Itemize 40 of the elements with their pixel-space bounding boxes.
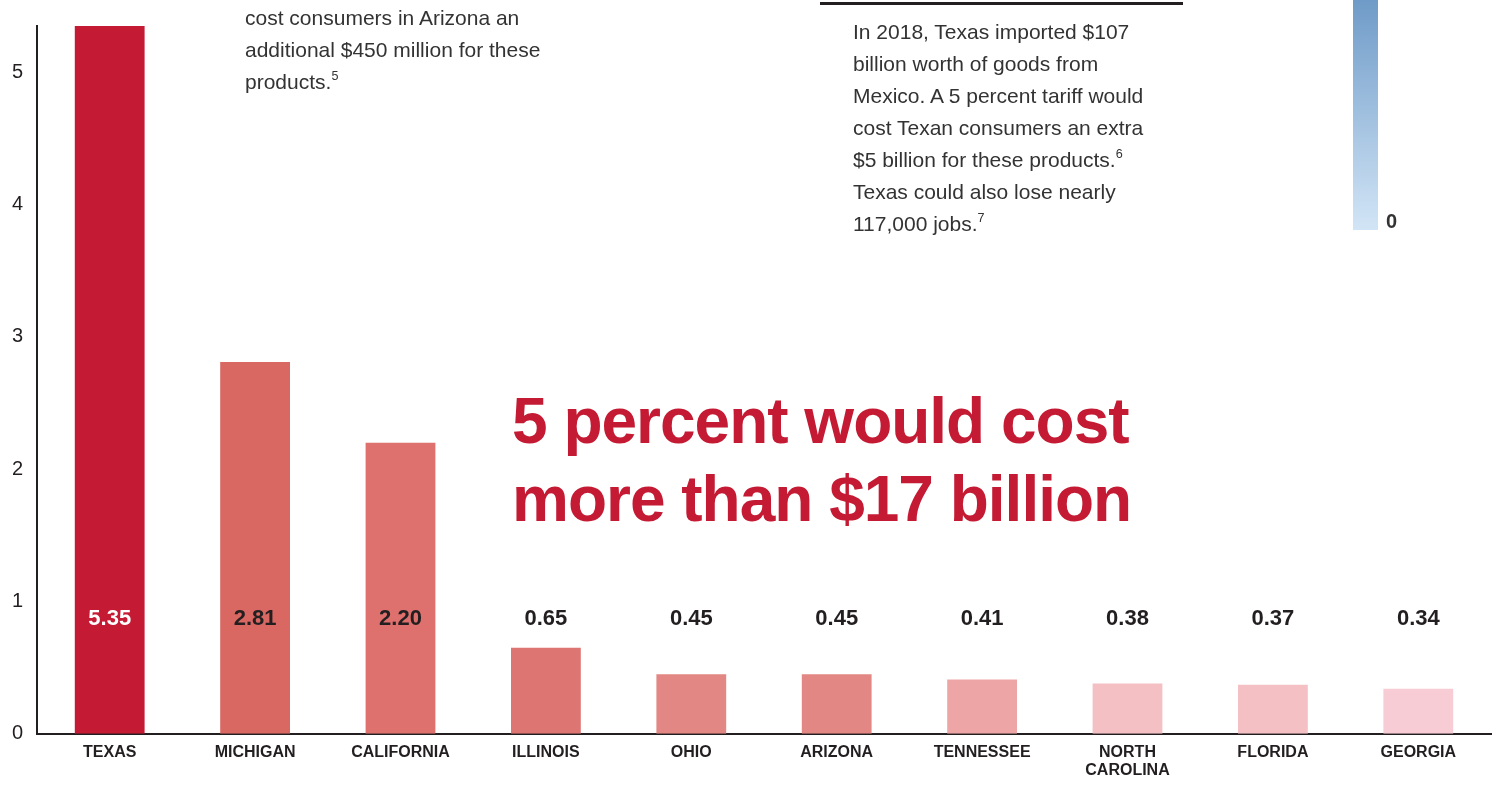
- data-label: 0.41: [960, 604, 1004, 630]
- y-tick-label: 4: [11, 192, 23, 215]
- data-label: 0.45: [669, 604, 713, 630]
- annotation: cost consumers in Arizona an additional $450 million for these products.$^{5}$: [245, 5, 542, 95]
- x-tick-label: MICHIGAN: [214, 743, 296, 761]
- bar: [656, 674, 727, 734]
- data-label: 0.45: [815, 604, 859, 630]
- x-tick-label: ARIZONA: [800, 743, 874, 761]
- bar: [1092, 683, 1163, 734]
- data-label: 0.65: [524, 604, 568, 630]
- data-label: 0.34: [1396, 604, 1441, 630]
- x-tick-label: ILLINOIS: [512, 743, 580, 761]
- data-label: 0.38: [1106, 604, 1149, 630]
- bar: [947, 679, 1017, 734]
- bar: [511, 647, 581, 734]
- y-tick-label: 2: [11, 456, 23, 479]
- x-tick-label: TENNESSEE: [933, 743, 1031, 761]
- bar: [801, 674, 872, 734]
- text: In 2018, Texas imported $107 billion worth of goods from Mexico. A 5 percent tariff would cost Texan consumers an extra $5 billion for these products.$^{6}$ Texas could also lose nearly 117,000 jobs.$^{7}$: [853, 20, 1144, 235]
- bar: [1238, 684, 1308, 734]
- bar: [220, 362, 290, 734]
- y-tick-label: 1: [11, 589, 23, 612]
- bar: [74, 26, 145, 734]
- y-tick-label: 5: [11, 59, 23, 82]
- data-label: 2.81: [233, 604, 277, 630]
- data-label: 5.35: [88, 604, 132, 630]
- x-tick-label: NORTH CAROLINA: [1085, 743, 1171, 778]
- x-tick-label: CALIFORNIA: [351, 743, 451, 761]
- bar: [365, 442, 436, 734]
- text: 5 percent would cost more than $17 billion: [512, 384, 1133, 537]
- x-tick-label: FLORIDA: [1237, 743, 1309, 761]
- annotation: 0: [1386, 209, 1399, 234]
- bar: [1383, 688, 1454, 734]
- x-tick-label: OHIO: [670, 743, 712, 761]
- data-label: 0.37: [1251, 604, 1295, 630]
- y-tick-label: 0: [11, 721, 23, 744]
- y-tick-label: 3: [11, 324, 23, 347]
- x-tick-label: TEXAS: [83, 743, 137, 761]
- data-label: 2.20: [379, 604, 422, 630]
- x-tick-label: GEORGIA: [1380, 743, 1457, 761]
